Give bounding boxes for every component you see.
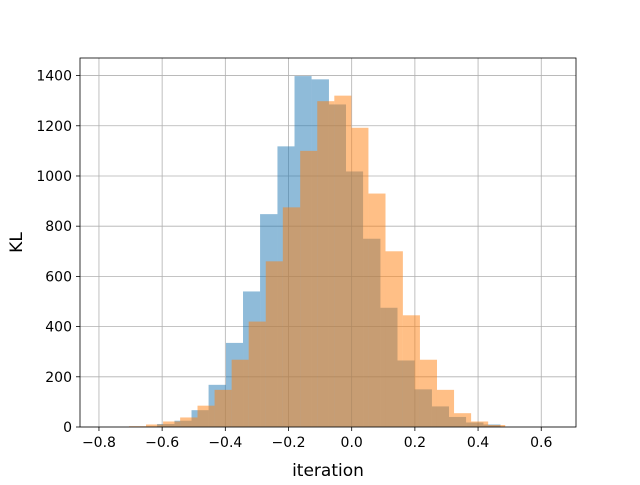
y-tick-label: 0: [63, 420, 72, 436]
histogram-bar: [385, 251, 403, 427]
histogram-bar: [282, 207, 301, 427]
histogram-bar: [351, 127, 369, 427]
histogram-bar: [180, 417, 198, 427]
histogram-bar: [300, 150, 318, 427]
x-tick-label: 0.2: [404, 435, 426, 451]
x-tick-label: −0.4: [208, 435, 242, 451]
y-tick-label: 1400: [36, 69, 72, 85]
y-tick-label: 200: [45, 370, 72, 386]
histogram-bar: [265, 261, 283, 427]
histogram-bar: [231, 359, 249, 427]
histogram-bar: [454, 413, 472, 427]
y-tick-label: 400: [45, 320, 72, 336]
y-tick-label: 600: [45, 269, 72, 285]
histogram-bar: [419, 359, 437, 427]
x-tick-label: −0.2: [272, 435, 306, 451]
y-tick-label: 1200: [36, 119, 72, 135]
histogram-bar: [334, 95, 352, 427]
plot-frame: [79, 57, 577, 428]
x-tick-label: 0.4: [467, 435, 489, 451]
histogram-bar: [402, 315, 420, 427]
x-tick-label: −0.8: [82, 435, 116, 451]
histogram-series-2: [128, 95, 506, 427]
histogram-bar: [317, 101, 335, 427]
y-tick-label: 800: [45, 219, 72, 235]
histogram-bar: [436, 389, 455, 427]
histogram-bar: [197, 405, 215, 427]
histogram-bar: [163, 421, 181, 427]
x-tick-label: 0.6: [530, 435, 552, 451]
x-tick-label: −0.6: [145, 435, 179, 451]
histogram-bar: [488, 424, 506, 427]
bars-layer: [128, 76, 506, 427]
y-tick-label: 1000: [36, 169, 72, 185]
histogram-bar: [248, 321, 266, 427]
histogram-bar: [214, 389, 232, 427]
histogram-bar: [146, 424, 164, 427]
ticks-layer: −0.8 −0.6 −0.4 −0.2 0.0 0.2 0.4 0.6 0 200 400 600 80…: [36, 69, 552, 451]
y-axis-title: KL: [7, 232, 27, 253]
histogram-bar: [368, 193, 386, 427]
x-axis-title: iteration: [292, 461, 364, 480]
histogram-bar: [471, 421, 489, 427]
x-tick-label: 0.0: [341, 435, 363, 451]
